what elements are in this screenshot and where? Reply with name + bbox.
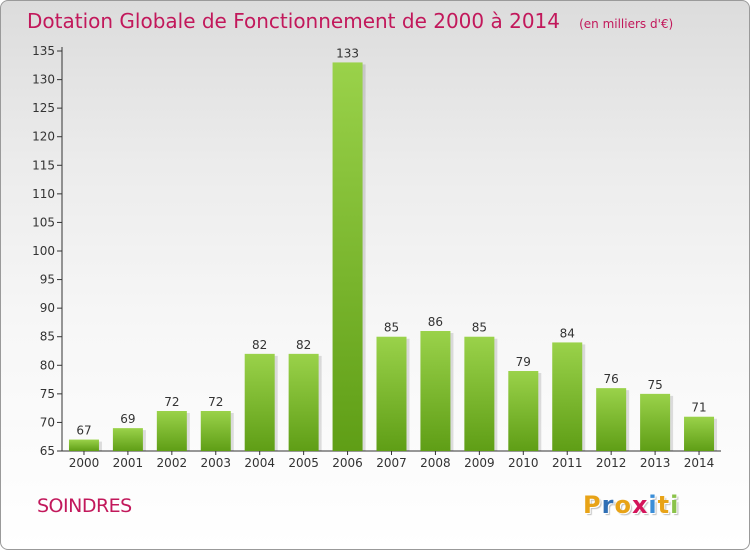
- proxiti-logo[interactable]: Proxiti: [583, 491, 679, 519]
- x-tick-label: 2007: [376, 456, 407, 470]
- x-tick-label: 2004: [244, 456, 275, 470]
- bar: [200, 411, 231, 451]
- y-tick-label: 115: [32, 158, 55, 172]
- y-tick-label: 135: [32, 44, 55, 58]
- bar-value-label: 71: [691, 401, 706, 415]
- bar-value-label: 85: [472, 321, 487, 335]
- bar: [332, 62, 363, 452]
- x-tick-label: 2001: [113, 456, 144, 470]
- chart-bars: 67 69 72 72 82 82 133 85 86 85 79 84 76 75 71: [68, 46, 718, 452]
- y-tick-label: 105: [32, 215, 55, 229]
- bar-value-label: 84: [560, 326, 575, 340]
- logo-letter: o: [614, 491, 632, 519]
- x-tick-label: 2009: [464, 456, 495, 470]
- x-tick-label: 2008: [420, 456, 451, 470]
- y-tick-label: 100: [32, 244, 55, 258]
- x-tick-label: 2014: [684, 456, 715, 470]
- x-tick-label: 2000: [69, 456, 100, 470]
- logo-letter: x: [631, 491, 649, 519]
- bar-value-label: 76: [604, 372, 619, 386]
- title-line: Dotation Globale de Fonctionnement de 20…: [27, 9, 673, 33]
- bar: [508, 371, 539, 451]
- logo-letter: i: [648, 491, 658, 519]
- bar: [244, 353, 275, 451]
- bar-value-label: 75: [647, 378, 662, 392]
- y-tick-label: 85: [40, 330, 55, 344]
- logo-letter: r: [601, 491, 615, 519]
- bar-value-label: 82: [252, 338, 267, 352]
- chart-axes: 65 70 75 80 85 90 95 100 105 110 115 120 125 130 135 20…: [32, 44, 721, 470]
- bar-value-label: 79: [516, 355, 531, 369]
- y-tick-label: 95: [40, 273, 55, 287]
- y-tick-label: 110: [32, 187, 55, 201]
- logo-letter: P: [583, 491, 602, 519]
- bar: [288, 353, 319, 451]
- x-tick-label: 2013: [640, 456, 671, 470]
- bar: [376, 336, 407, 451]
- chart-subtitle: (en milliers d'€): [579, 17, 674, 31]
- logo-letter: i: [670, 491, 680, 519]
- y-tick-label: 75: [40, 387, 55, 401]
- y-tick-label: 80: [40, 358, 55, 372]
- y-tick-label: 125: [32, 101, 55, 115]
- place-name: SOINDRES: [37, 495, 132, 517]
- y-tick-label: 130: [32, 73, 55, 87]
- bar-value-label: 69: [120, 412, 135, 426]
- bar: [68, 439, 99, 451]
- bar-value-label: 72: [164, 395, 179, 409]
- x-tick-label: 2011: [552, 456, 583, 470]
- x-tick-label: 2012: [596, 456, 627, 470]
- bar: [684, 416, 715, 451]
- bar-value-label: 86: [428, 315, 443, 329]
- bar: [112, 428, 143, 451]
- bar-value-label: 85: [384, 321, 399, 335]
- y-tick-label: 120: [32, 130, 55, 144]
- bar-value-label: 72: [208, 395, 223, 409]
- logo-letter: t: [657, 491, 671, 519]
- x-tick-label: 2005: [288, 456, 319, 470]
- bar-value-label: 133: [336, 46, 359, 60]
- y-tick-label: 65: [40, 444, 55, 458]
- bar-value-label: 67: [76, 424, 91, 438]
- y-tick-label: 70: [40, 415, 55, 429]
- bar: [464, 336, 495, 451]
- x-tick-label: 2006: [332, 456, 363, 470]
- chart-title: Dotation Globale de Fonctionnement de 20…: [27, 9, 560, 33]
- bar: [596, 388, 627, 451]
- x-tick-label: 2003: [200, 456, 231, 470]
- bar: [156, 411, 187, 451]
- bar: [640, 393, 671, 451]
- y-tick-label: 90: [40, 301, 55, 315]
- bar-value-label: 82: [296, 338, 311, 352]
- bar: [552, 342, 583, 451]
- x-tick-label: 2010: [508, 456, 539, 470]
- bar: [420, 331, 451, 451]
- x-tick-label: 2002: [157, 456, 188, 470]
